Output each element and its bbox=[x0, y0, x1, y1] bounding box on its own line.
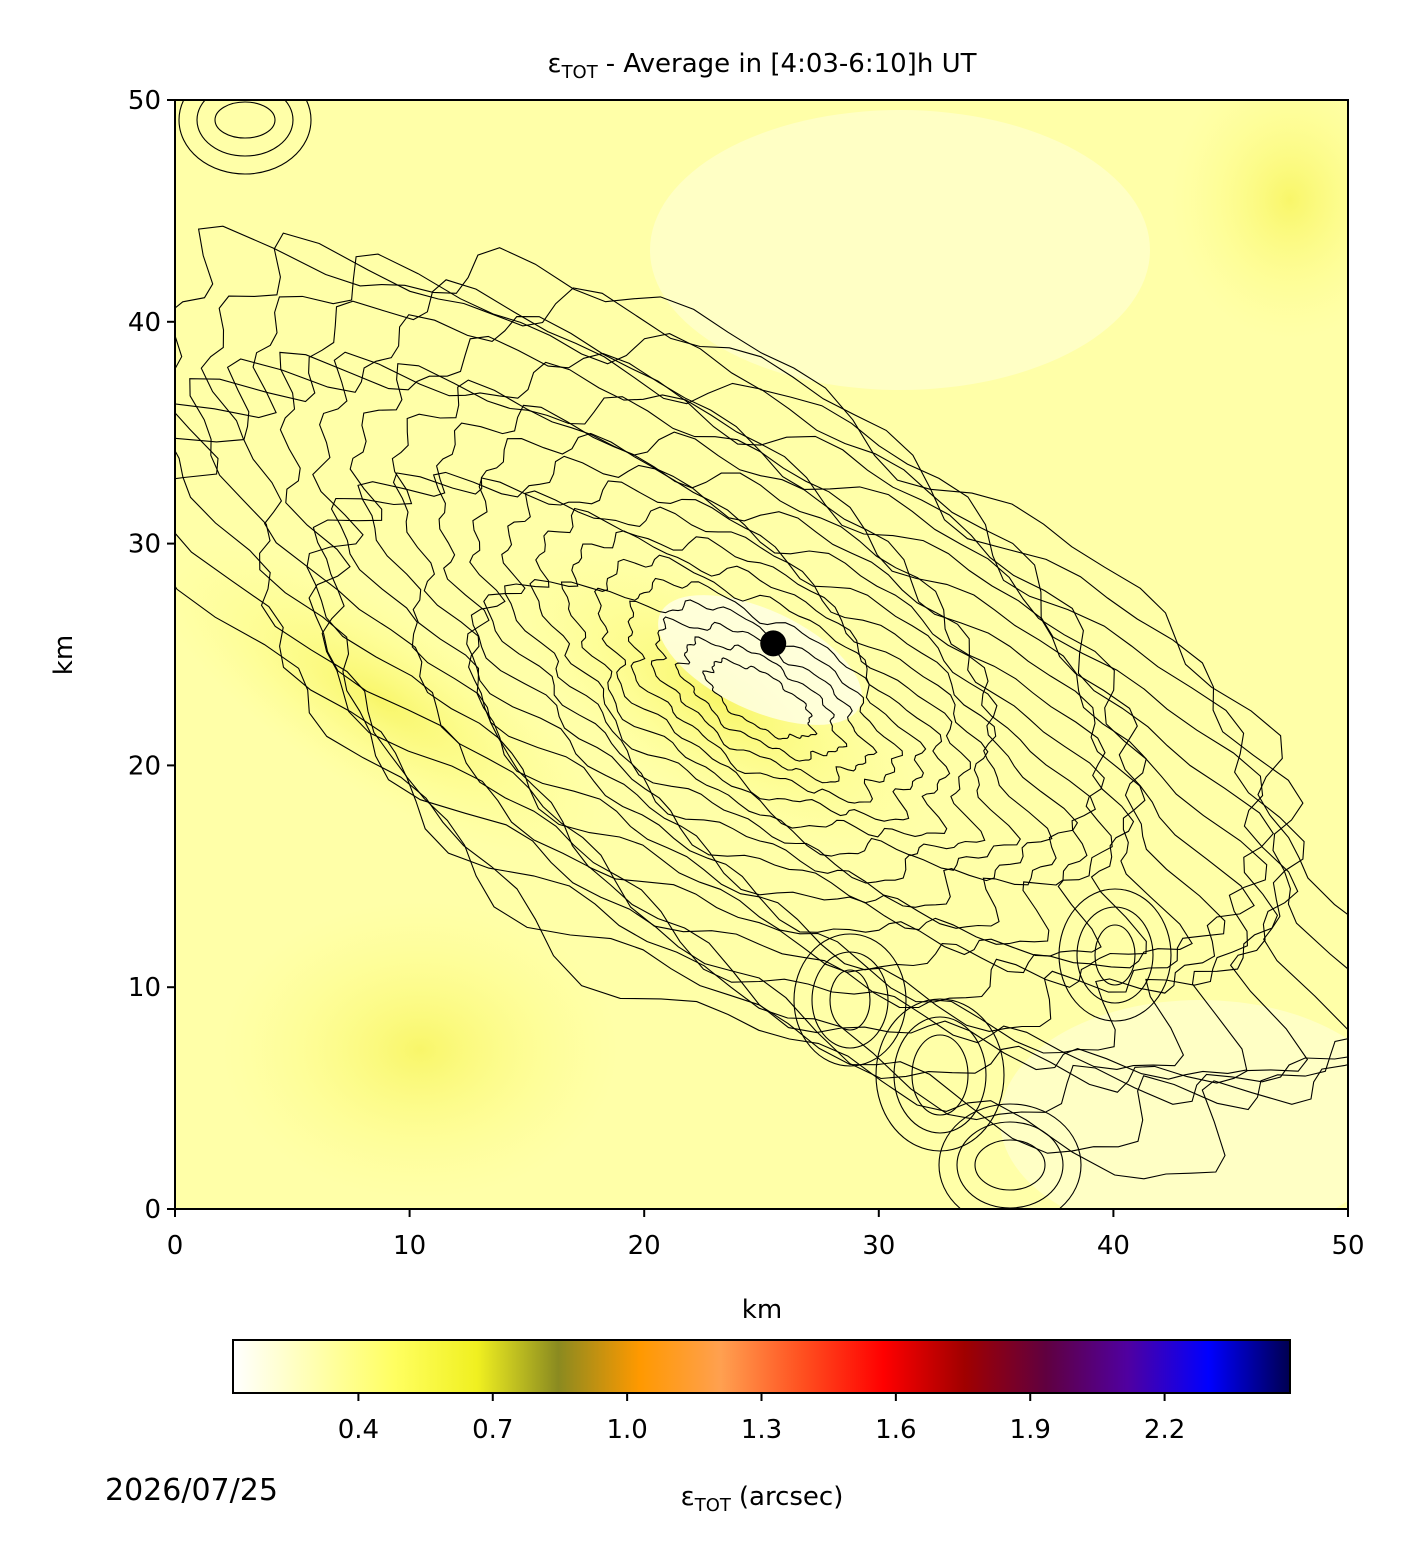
heatmap bbox=[175, 100, 1348, 1209]
colorbar-subscript: TOT bbox=[694, 1495, 732, 1516]
x-tick-label: 40 bbox=[1097, 1231, 1130, 1261]
contour-line bbox=[504, 507, 1021, 884]
contour-line bbox=[483, 490, 1053, 908]
colorbar-tick-label: 1.0 bbox=[606, 1415, 647, 1445]
contour-line bbox=[226, 314, 1279, 1080]
chart-title: εTOT - Average in [4:03-6:10]h UT bbox=[548, 49, 977, 83]
colorbar-tick-label: 1.9 bbox=[1010, 1415, 1051, 1445]
marker-point bbox=[760, 630, 787, 657]
y-tick-label: 20 bbox=[128, 751, 161, 781]
contour-line bbox=[432, 455, 1096, 945]
contour-line bbox=[594, 577, 927, 822]
contour-line bbox=[175, 253, 1348, 1121]
contour-line bbox=[1058, 888, 1172, 1022]
y-tick-label: 30 bbox=[128, 530, 161, 560]
contour-line bbox=[627, 599, 903, 804]
x-tick-label: 20 bbox=[628, 1231, 661, 1261]
contour-line bbox=[469, 477, 1079, 929]
colorbar-tick-label: 0.7 bbox=[472, 1415, 513, 1445]
colorbar-tick-label: 0.4 bbox=[338, 1415, 379, 1445]
contour-line bbox=[392, 432, 1113, 957]
contour-line bbox=[330, 379, 1193, 1003]
colorbar-tick-label: 2.2 bbox=[1144, 1415, 1185, 1445]
contour-line bbox=[175, 225, 1348, 1180]
title-text: - Average in [4:03-6:10]h UT bbox=[606, 49, 977, 79]
colorbar-label: εTOT (arcsec) bbox=[681, 1482, 844, 1516]
colorbar-tick-label: 1.3 bbox=[741, 1415, 782, 1445]
contour-line bbox=[875, 998, 1005, 1152]
date: 2026/07/25 bbox=[105, 1473, 278, 1508]
y-axis-label: km bbox=[49, 635, 79, 675]
contour-line bbox=[974, 1139, 1046, 1191]
contour-line bbox=[306, 351, 1255, 1054]
y-tick-label: 40 bbox=[128, 308, 161, 338]
contour-line bbox=[214, 101, 276, 139]
colorbar bbox=[232, 1339, 1291, 1394]
y-tick-label: 50 bbox=[128, 86, 161, 116]
contour-line bbox=[529, 530, 986, 857]
contour-line bbox=[279, 335, 1268, 1070]
contour-line bbox=[175, 232, 1348, 1154]
contour-line bbox=[650, 616, 878, 784]
x-axis-label: km bbox=[742, 1295, 782, 1325]
contour-line bbox=[938, 1103, 1082, 1209]
contour-line bbox=[1094, 924, 1136, 986]
title-symbol: ε bbox=[548, 49, 562, 79]
y-tick-label: 0 bbox=[144, 1195, 161, 1225]
contour-line bbox=[1076, 906, 1154, 1004]
x-tick-label: 10 bbox=[393, 1231, 426, 1261]
contour-line bbox=[178, 100, 312, 175]
contour-line bbox=[811, 951, 889, 1049]
contour-line bbox=[893, 1016, 987, 1134]
contour-line bbox=[560, 554, 951, 838]
contour-line bbox=[829, 969, 871, 1031]
contour-line bbox=[674, 636, 848, 762]
x-tick-label: 50 bbox=[1331, 1231, 1364, 1261]
title-subscript: TOT bbox=[561, 62, 599, 83]
colorbar-tick-label: 1.6 bbox=[875, 1415, 916, 1445]
contour-line bbox=[196, 100, 294, 157]
contour-line bbox=[911, 1034, 969, 1116]
contour-line bbox=[793, 933, 907, 1067]
plot-frame bbox=[174, 99, 1349, 1210]
y-tick-label: 10 bbox=[128, 973, 161, 1003]
contour-line bbox=[189, 279, 1309, 1093]
contour-line bbox=[702, 657, 818, 740]
x-tick-label: 30 bbox=[862, 1231, 895, 1261]
x-tick-label: 0 bbox=[167, 1231, 184, 1261]
colorbar-text: (arcsec) bbox=[739, 1482, 843, 1512]
colorbar-symbol: ε bbox=[681, 1482, 695, 1512]
